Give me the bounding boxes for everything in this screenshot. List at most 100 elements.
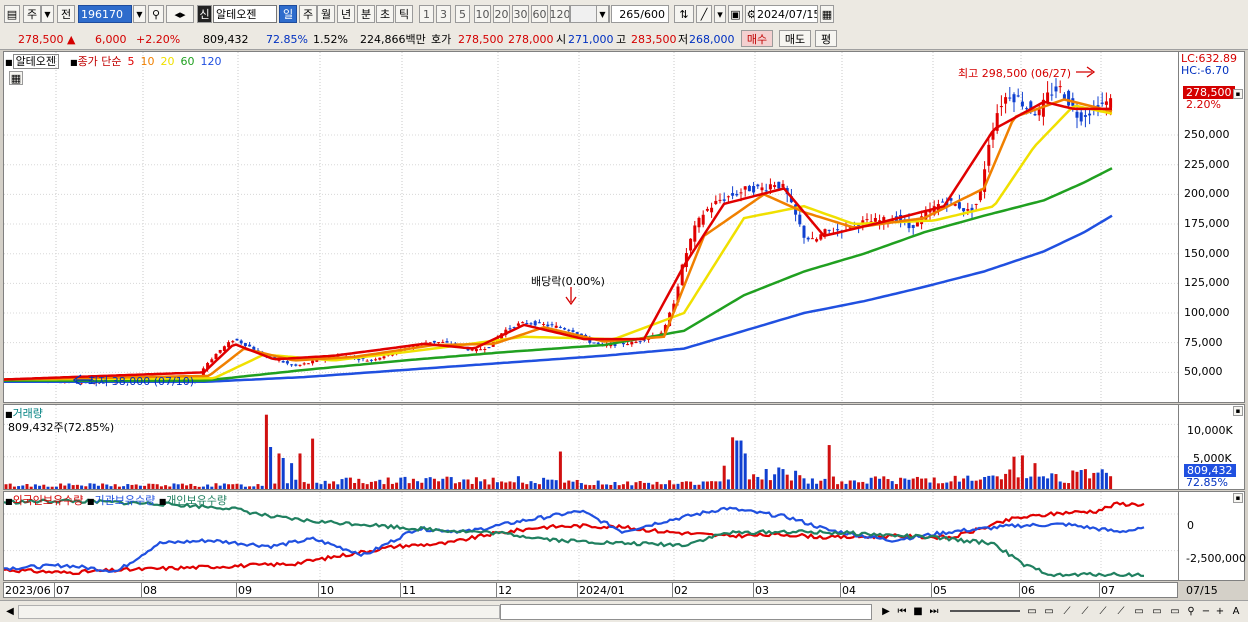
holding-close-icon[interactable]: ▪ [1233, 493, 1243, 503]
holding-legend: ■외국인보유수량 ■기관보유수량 ■개인보유수량 [5, 492, 227, 508]
market-dropdown-icon[interactable]: ▼ [41, 5, 54, 23]
period-tab-3[interactable]: 년 [337, 5, 355, 23]
sell-button[interactable]: 매도 [779, 30, 811, 47]
draw-tool-icon-1[interactable]: ⟋ [1063, 605, 1071, 617]
zoom-out-icon[interactable]: − [1201, 605, 1211, 617]
window-menu-icon[interactable]: ▤ [4, 5, 20, 23]
ma-line-10 [4, 98, 1113, 381]
layout-icon-5[interactable]: ▭ [1170, 605, 1180, 617]
volume-bar [764, 469, 768, 489]
candle-body [306, 363, 310, 365]
interval-button-1[interactable]: 3 [436, 5, 451, 23]
blank-dropdown-icon[interactable]: ▼ [596, 5, 609, 23]
volume-bar [924, 478, 928, 489]
x-tick-mark [672, 583, 673, 597]
period-tab-0[interactable]: 일 [279, 5, 297, 23]
speaker-icon[interactable]: ◂▸ [166, 5, 194, 23]
volume-bar [521, 482, 525, 489]
volume-bar [1092, 472, 1096, 489]
volume-bar [159, 486, 163, 489]
x-tick-mark [840, 583, 841, 597]
volume-title-text: 거래량 [12, 407, 43, 420]
calendar-icon[interactable]: ▦ [820, 5, 834, 23]
candle-body [432, 340, 436, 343]
bar-count-field[interactable]: 265/600 [611, 5, 669, 23]
prev-code-button[interactable]: 전 [57, 5, 75, 23]
volume-bar [542, 477, 546, 489]
volume-bar [46, 486, 50, 489]
x-tick-label: 2024/01 [579, 584, 625, 597]
buy-button[interactable]: 매수 [741, 30, 773, 47]
draw-tool-icon-2[interactable]: ⟋ [1081, 605, 1089, 617]
price-chart-panel[interactable] [3, 51, 1179, 403]
stop-icon[interactable]: ■ [913, 605, 923, 617]
stock-code-input[interactable]: 196170 [78, 5, 132, 23]
candle-body [999, 106, 1003, 108]
candle-body [428, 342, 432, 344]
candle-body [285, 361, 289, 364]
candle-body [676, 286, 680, 303]
period-tab-5[interactable]: 초 [376, 5, 394, 23]
layout-icon-1[interactable]: ▭ [1027, 605, 1037, 617]
high-price: 283,500 [631, 32, 677, 46]
layout-icon-2[interactable]: ▭ [1044, 605, 1054, 617]
line-draw-icon[interactable]: ╱ [696, 5, 712, 23]
search-icon[interactable]: ⚲ [148, 5, 164, 23]
stock-name-field[interactable]: 알테오젠 [213, 5, 277, 23]
grid-toggle-icon[interactable]: ▦ [9, 71, 23, 85]
interval-button-2[interactable]: 5 [455, 5, 470, 23]
rewind-icon[interactable]: ⏮ [897, 605, 907, 617]
layout-icon-4[interactable]: ▭ [1152, 605, 1162, 617]
candle-body [861, 220, 865, 224]
candle-body [747, 185, 751, 192]
draw-dropdown-icon[interactable]: ▾ [714, 5, 726, 23]
draw-tool-icon-3[interactable]: ⟋ [1099, 605, 1107, 617]
ask-price-2: 278,000 [508, 32, 554, 46]
zoom-slider[interactable] [950, 610, 1020, 612]
interval-button-6[interactable]: 60 [531, 5, 548, 23]
magnify-icon[interactable]: ⚲ [1187, 605, 1195, 617]
volume-bar [978, 479, 982, 489]
fast-forward-icon[interactable]: ⏭ [929, 605, 939, 617]
interval-button-4[interactable]: 20 [493, 5, 510, 23]
interval-button-0[interactable]: 1 [419, 5, 434, 23]
candle-body [873, 217, 877, 222]
save-icon[interactable]: ▣ [728, 5, 743, 23]
scroll-thumb[interactable] [500, 604, 872, 620]
eval-button[interactable]: 평 [815, 30, 837, 47]
volume-bar [1008, 469, 1012, 489]
volume-bar [550, 479, 554, 489]
scroll-bar[interactable]: ◀ ▶ ⏮ ■ ⏭ ▭ ▭ ⟋ ⟋ ⟋ ⟋ ▭ ▭ ▭ ⚲ − + A [0, 600, 1248, 622]
volume-bar [1012, 456, 1016, 489]
candle-body [1079, 112, 1083, 122]
interval-button-7[interactable]: 120 [550, 5, 570, 23]
volume-bar [932, 477, 936, 489]
candle-body [516, 323, 520, 326]
market-select[interactable]: 주 [23, 5, 41, 23]
volume-panel[interactable] [3, 404, 1179, 490]
volume-bar [760, 479, 764, 489]
font-size-icon[interactable]: A [1232, 605, 1240, 617]
volume-close-icon[interactable]: ▪ [1233, 406, 1243, 416]
chart-type-icon[interactable]: ⇅ [674, 5, 694, 23]
candle-body [764, 190, 768, 192]
layout-icon-3[interactable]: ▭ [1134, 605, 1144, 617]
period-tab-2[interactable]: 월 [317, 5, 335, 23]
x-tick-mark [54, 583, 55, 597]
scroll-track[interactable] [18, 605, 500, 619]
panel-close-icon[interactable]: ▪ [1233, 89, 1243, 99]
interval-button-3[interactable]: 10 [474, 5, 491, 23]
candle-body [705, 208, 709, 211]
date-input[interactable]: 2024/07/15 [754, 5, 818, 23]
period-tab-1[interactable]: 주 [299, 5, 317, 23]
zoom-in-icon[interactable]: + [1215, 605, 1225, 617]
scroll-right-icon[interactable]: ▶ [882, 605, 890, 617]
volume-bar [970, 480, 974, 489]
code-dropdown-icon[interactable]: ▼ [133, 5, 146, 23]
scroll-left-icon[interactable]: ◀ [6, 605, 14, 617]
interval-button-5[interactable]: 30 [512, 5, 529, 23]
draw-tool-icon-4[interactable]: ⟋ [1117, 605, 1125, 617]
volume-bar [290, 463, 294, 489]
period-tab-4[interactable]: 분 [357, 5, 375, 23]
period-tab-6[interactable]: 틱 [395, 5, 413, 23]
